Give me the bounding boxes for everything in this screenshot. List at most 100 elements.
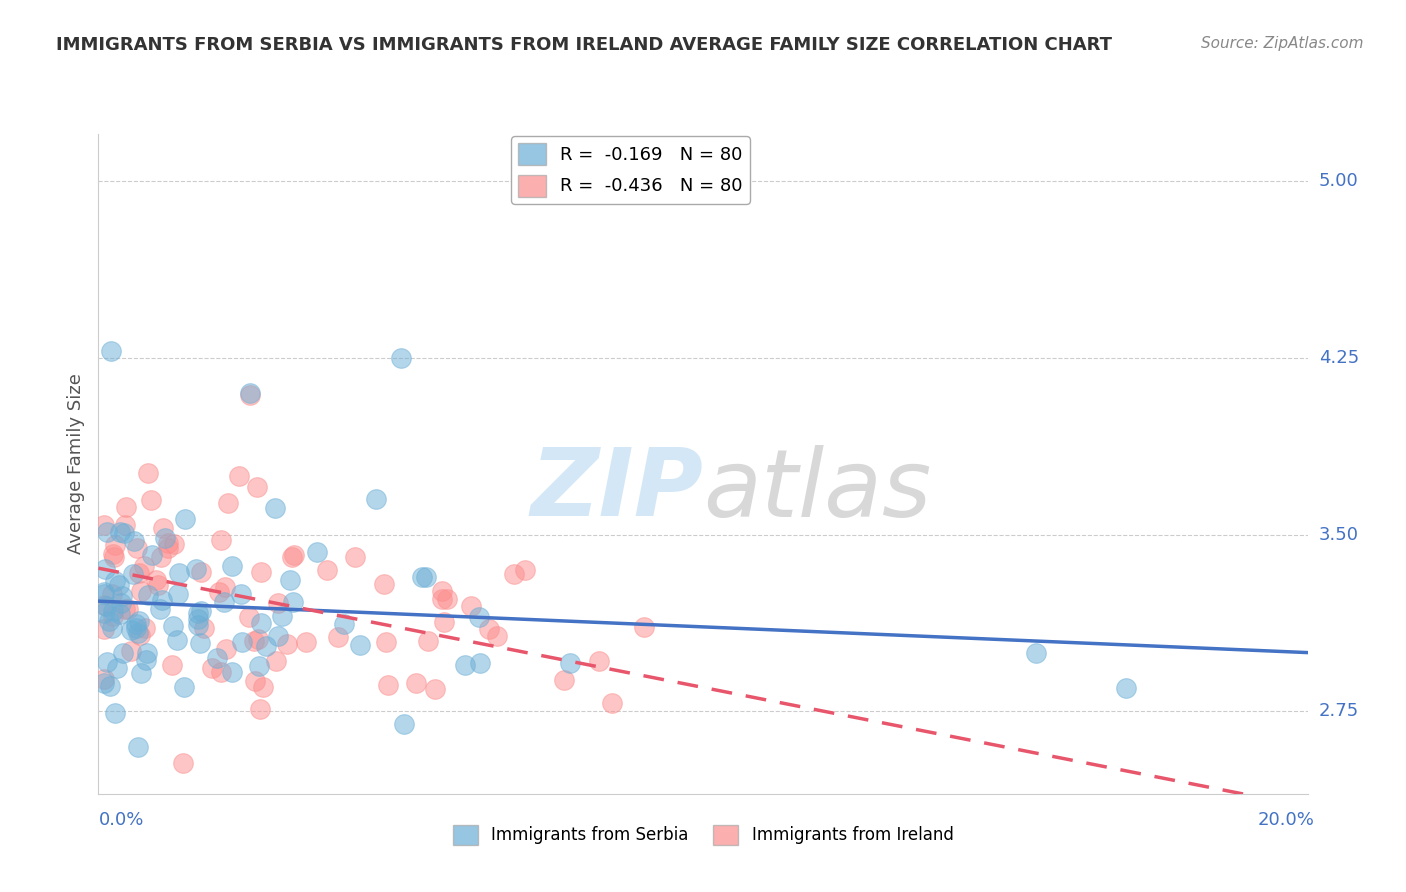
Point [558, 657, 581, 671]
Point [111, 590, 134, 604]
Point [433, 615, 456, 629]
Point [127, 739, 149, 754]
Point [103, 549, 125, 564]
Point [432, 591, 454, 606]
Point [150, 550, 173, 565]
Point [156, 536, 179, 550]
Point [125, 541, 148, 556]
Point [166, 633, 188, 648]
Point [135, 646, 157, 660]
Point [436, 592, 458, 607]
Point [1115, 681, 1137, 695]
Point [111, 646, 134, 660]
Point [332, 617, 354, 632]
Point [110, 607, 132, 621]
Point [633, 619, 655, 633]
Point [423, 681, 446, 696]
Point [411, 570, 433, 584]
Point [349, 638, 371, 652]
Point [1265, 834, 1288, 848]
Point [172, 756, 194, 770]
Point [405, 676, 427, 690]
Point [136, 588, 159, 602]
Point [247, 658, 270, 673]
Point [276, 636, 298, 650]
Point [231, 635, 253, 649]
Point [93, 622, 115, 636]
Point [160, 658, 183, 673]
Text: ZIP: ZIP [530, 444, 703, 536]
Text: 2.75: 2.75 [1319, 702, 1360, 721]
Point [209, 665, 232, 679]
Point [101, 604, 124, 618]
Point [114, 601, 136, 615]
Point [249, 701, 271, 715]
Point [239, 386, 262, 401]
Point [134, 621, 156, 635]
Point [117, 602, 139, 616]
Point [221, 559, 243, 574]
Text: 3.50: 3.50 [1319, 525, 1358, 543]
Point [513, 563, 536, 577]
Point [271, 609, 294, 624]
Point [430, 584, 453, 599]
Point [150, 593, 173, 607]
Point [163, 536, 186, 550]
Text: IMMIGRANTS FROM SERBIA VS IMMIGRANTS FROM IRELAND AVERAGE FAMILY SIZE CORRELATIO: IMMIGRANTS FROM SERBIA VS IMMIGRANTS FRO… [56, 36, 1112, 54]
Point [94, 599, 117, 613]
Point [184, 562, 207, 576]
Point [1024, 646, 1046, 660]
Point [193, 621, 215, 635]
Point [104, 706, 127, 720]
Point [93, 587, 115, 601]
Point [249, 615, 271, 630]
Point [485, 629, 508, 643]
Point [100, 586, 122, 600]
Text: Source: ZipAtlas.com: Source: ZipAtlas.com [1201, 36, 1364, 51]
Point [120, 643, 142, 657]
Point [124, 533, 146, 548]
Point [246, 632, 269, 646]
Point [377, 678, 399, 692]
Point [169, 566, 191, 580]
Point [93, 606, 115, 620]
Point [344, 549, 367, 564]
Point [97, 614, 120, 628]
Point [104, 574, 127, 589]
Point [307, 545, 329, 559]
Point [141, 548, 163, 562]
Point [128, 566, 150, 581]
Point [187, 606, 209, 620]
Point [190, 604, 212, 618]
Point [281, 549, 304, 564]
Point [187, 612, 209, 626]
Point [167, 587, 190, 601]
Point [100, 343, 122, 358]
Point [110, 596, 132, 610]
Point [94, 562, 117, 576]
Point [173, 680, 195, 694]
Point [93, 585, 115, 599]
Point [107, 578, 129, 592]
Point [98, 679, 121, 693]
Point [104, 538, 127, 552]
Point [96, 655, 118, 669]
Point [103, 547, 125, 561]
Point [478, 622, 501, 636]
Point [173, 511, 195, 525]
Legend: Immigrants from Serbia, Immigrants from Ireland: Immigrants from Serbia, Immigrants from … [446, 818, 960, 852]
Point [553, 673, 575, 687]
Point [105, 661, 128, 675]
Point [468, 656, 491, 670]
Text: 0.0%: 0.0% [98, 811, 143, 829]
Point [136, 467, 159, 481]
Point [128, 614, 150, 628]
Point [1291, 846, 1313, 860]
Point [217, 496, 239, 510]
Text: atlas: atlas [703, 445, 931, 536]
Point [93, 598, 115, 612]
Point [266, 654, 288, 668]
Point [127, 625, 149, 640]
Point [208, 585, 231, 599]
Point [243, 674, 266, 689]
